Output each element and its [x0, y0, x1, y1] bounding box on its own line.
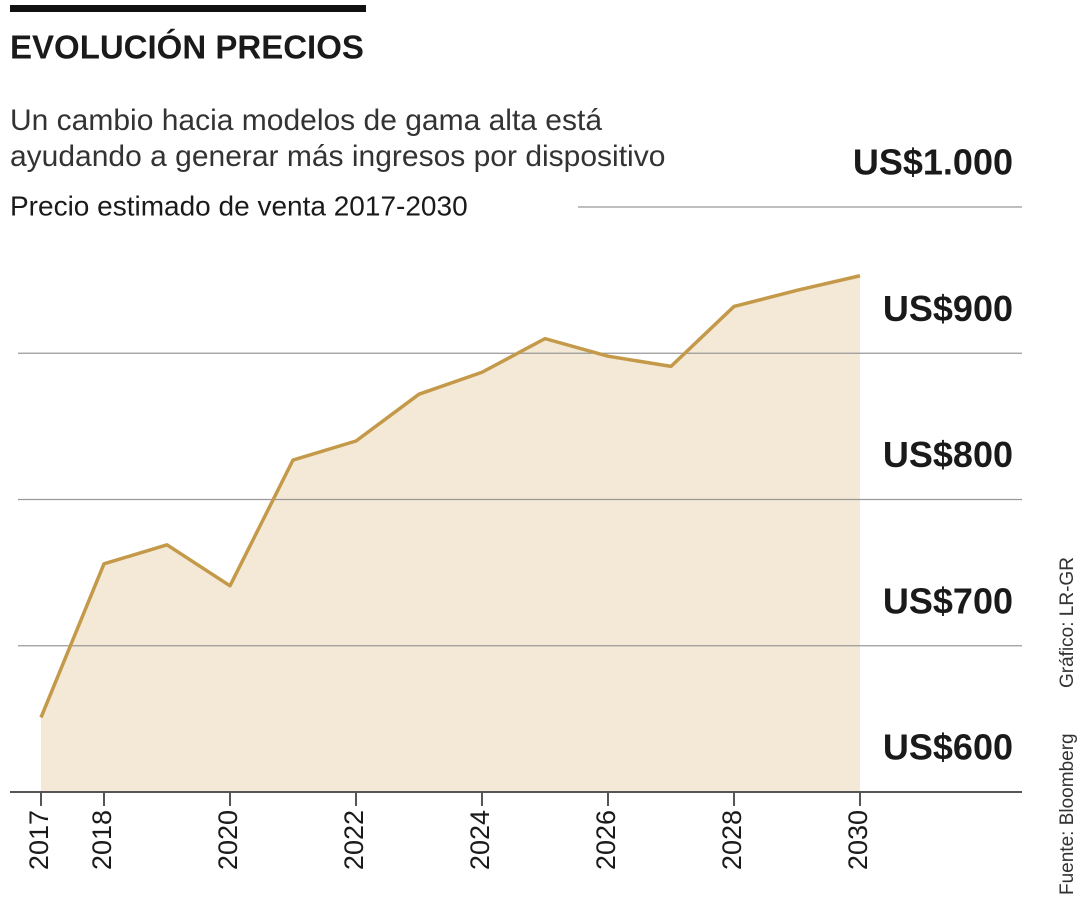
y-tick-label: US$600	[883, 727, 1013, 768]
y-tick-label: US$700	[883, 580, 1013, 621]
line	[39, 274, 861, 719]
x-tick-label: 2022	[339, 810, 369, 870]
area	[41, 275, 860, 792]
y-tick-label: US$1.000	[853, 142, 1013, 183]
y-tick-label: US$800	[883, 434, 1013, 475]
chart-title: EVOLUCIÓN PRECIOS	[10, 29, 364, 66]
x-tick-label: 2020	[213, 810, 243, 870]
top-bar	[10, 5, 366, 12]
x-tick-label: 2018	[87, 810, 117, 870]
subtitle-line: ayudando a generar más ingresos por disp…	[10, 140, 665, 173]
x-tick-label: 2024	[465, 810, 495, 870]
chart-subtitle: Precio estimado de venta 2017-2030	[10, 190, 468, 221]
y-tick-label: US$900	[883, 288, 1013, 329]
x-tick-label: 2026	[591, 810, 621, 870]
x-tick-label: 2028	[717, 810, 747, 870]
subtitle-line: Un cambio hacia modelos de gama alta est…	[10, 104, 602, 137]
source: Fuente: Bloomberg	[1057, 733, 1078, 895]
credit: Gráfico: LR-GR	[1057, 557, 1078, 688]
x-tick-label: 2030	[843, 810, 873, 870]
x-tick-label: 2017	[24, 810, 54, 870]
